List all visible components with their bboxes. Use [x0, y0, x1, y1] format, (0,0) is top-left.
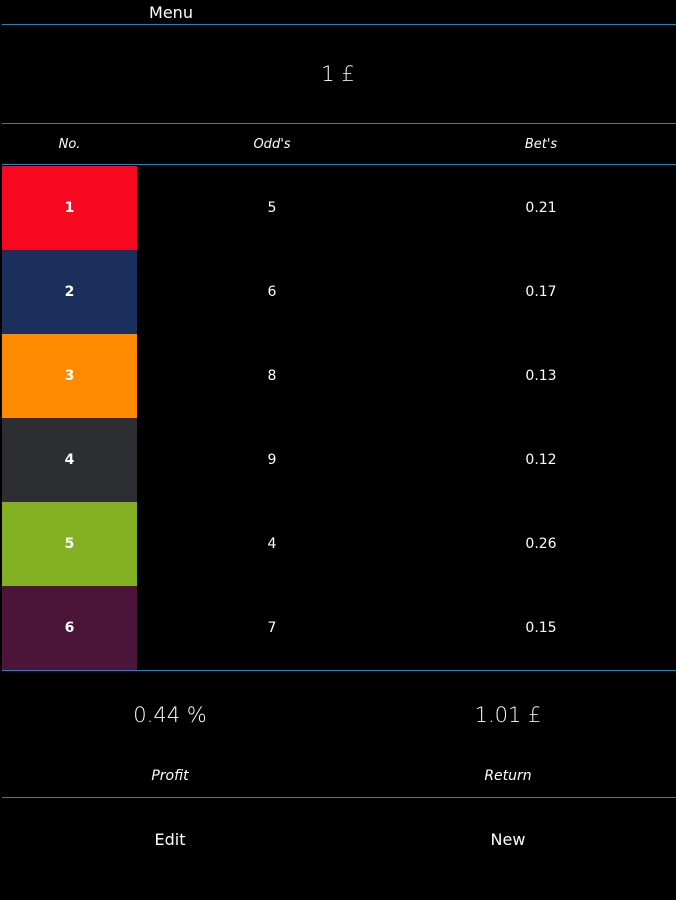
runner-number-cell[interactable]: 2 — [2, 250, 137, 334]
runner-number-cell[interactable]: 5 — [2, 502, 137, 586]
odds-cell[interactable]: 9 — [267, 452, 277, 468]
edit-button[interactable]: Edit — [154, 830, 186, 849]
column-header-number: No. — [58, 137, 81, 152]
bet-cell: 0.21 — [525, 200, 557, 216]
menu-button[interactable]: Menu — [149, 3, 193, 22]
runner-number-cell[interactable]: 3 — [2, 334, 137, 418]
runner-number: 1 — [64, 200, 75, 216]
odds-cell[interactable]: 5 — [267, 200, 277, 216]
runner-number: 3 — [64, 368, 75, 384]
bet-cell: 0.15 — [525, 620, 557, 636]
divider — [2, 670, 676, 671]
divider — [2, 24, 676, 25]
runner-number: 5 — [64, 536, 75, 552]
return-value: 1.01 £ — [474, 703, 542, 727]
table-row[interactable]: 1 5 0.21 — [2, 166, 676, 250]
odds-cell[interactable]: 4 — [267, 536, 277, 552]
table-row[interactable]: 2 6 0.17 — [2, 250, 676, 334]
divider — [2, 164, 676, 165]
runner-number: 2 — [64, 284, 75, 300]
bet-cell: 0.26 — [525, 536, 557, 552]
table-row[interactable]: 4 9 0.12 — [2, 418, 676, 502]
runner-number-cell[interactable]: 1 — [2, 166, 137, 250]
profit-label: Profit — [151, 768, 189, 784]
divider — [2, 797, 676, 798]
table-row[interactable]: 3 8 0.13 — [2, 334, 676, 418]
runner-number: 4 — [64, 452, 75, 468]
new-button[interactable]: New — [490, 830, 526, 849]
runner-number-cell[interactable]: 6 — [2, 586, 137, 670]
profit-value: 0.44 % — [133, 703, 207, 727]
stake-value: 1 £ — [321, 62, 355, 86]
bet-cell: 0.17 — [525, 284, 557, 300]
bet-cell: 0.13 — [525, 368, 557, 384]
bet-cell: 0.12 — [525, 452, 557, 468]
runner-number-cell[interactable]: 4 — [2, 418, 137, 502]
divider — [2, 123, 676, 124]
column-header-bets: Bet's — [524, 137, 558, 152]
odds-cell[interactable]: 8 — [267, 368, 277, 384]
table-row[interactable]: 5 4 0.26 — [2, 502, 676, 586]
odds-cell[interactable]: 7 — [267, 620, 277, 636]
return-label: Return — [484, 768, 532, 784]
stake-display[interactable]: 1 £ — [0, 25, 676, 123]
column-header-odds: Odd's — [253, 137, 291, 152]
odds-cell[interactable]: 6 — [267, 284, 277, 300]
runner-number: 6 — [64, 620, 75, 636]
table-row[interactable]: 6 7 0.15 — [2, 586, 676, 670]
